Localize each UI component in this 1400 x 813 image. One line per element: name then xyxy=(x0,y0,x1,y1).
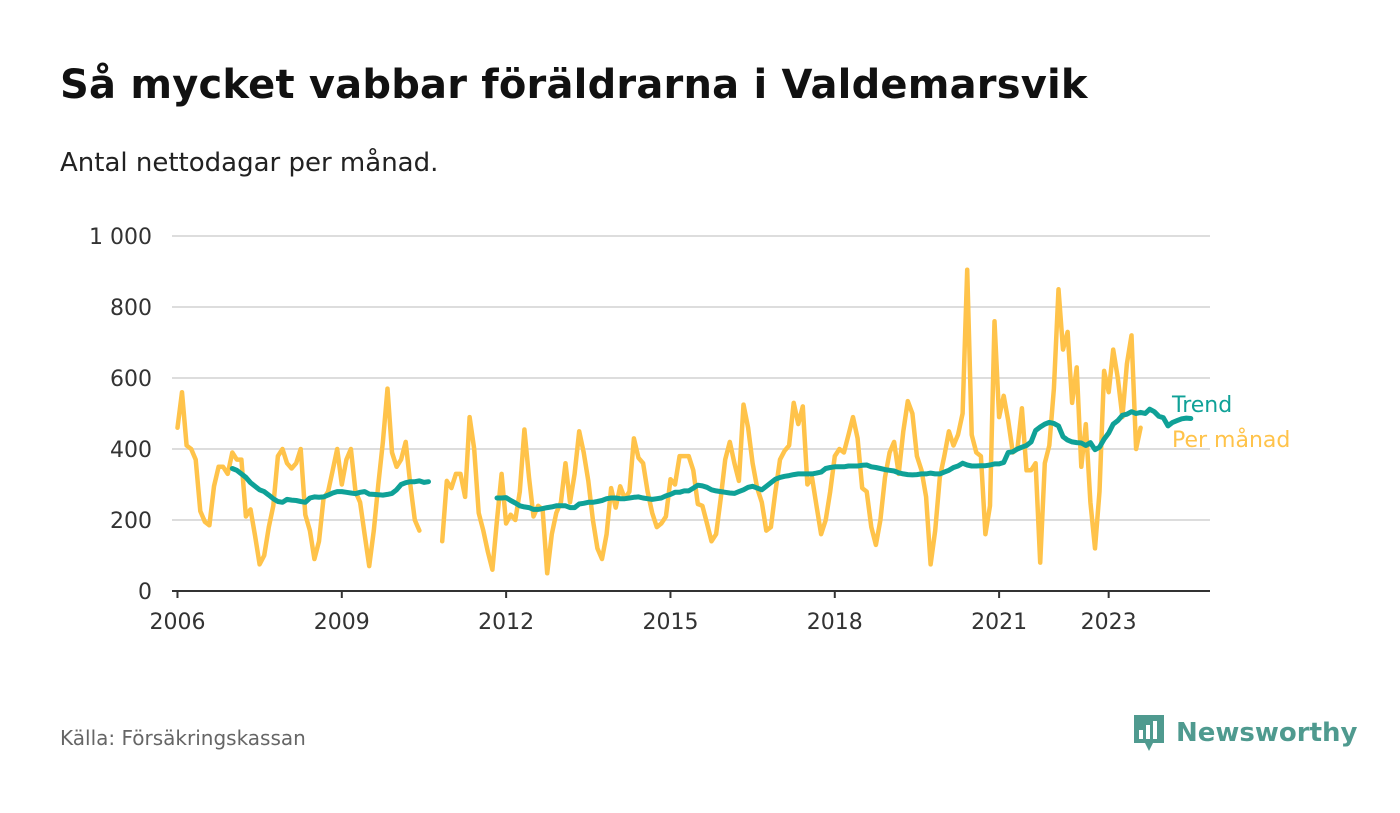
y-tick-label: 400 xyxy=(110,438,152,463)
y-tick-label: 1 000 xyxy=(89,225,152,250)
source-note: Källa: Försäkringskassan xyxy=(60,726,306,750)
x-tick-label: 2012 xyxy=(478,610,534,635)
x-tick-label: 2023 xyxy=(1081,610,1137,635)
newsworthy-logo-icon xyxy=(1134,715,1164,751)
x-tick-label: 2009 xyxy=(314,610,370,635)
series-label-trend: Trend xyxy=(1171,393,1232,418)
series-labels: Trend Per månad xyxy=(1171,393,1290,453)
series-lines xyxy=(175,267,1194,576)
y-tick-label: 600 xyxy=(110,367,152,392)
y-tick-label: 200 xyxy=(110,509,152,534)
series-line-per-manad xyxy=(175,267,1143,576)
grid-lines xyxy=(172,235,1210,521)
y-tick-label: 800 xyxy=(110,296,152,321)
x-tick-label: 2021 xyxy=(971,610,1027,635)
x-tick-label: 2006 xyxy=(149,610,205,635)
x-tick-label: 2015 xyxy=(642,610,698,635)
series-line-trend xyxy=(229,406,1194,512)
chart-subtitle: Antal nettodagar per månad. xyxy=(60,148,439,178)
brand-logo: Newsworthy xyxy=(1132,712,1357,754)
chart-title: Så mycket vabbar föräldrarna i Valdemars… xyxy=(60,62,1088,108)
brand-name: Newsworthy xyxy=(1176,718,1358,748)
x-tick-label: 2018 xyxy=(807,610,863,635)
y-tick-label: 0 xyxy=(138,580,152,605)
series-label-per-manad: Per månad xyxy=(1172,427,1290,453)
y-axis-ticks: 0 200 400 600 800 1 000 xyxy=(89,225,152,605)
x-axis: 2006 2009 2012 2015 2018 2021 2023 xyxy=(149,590,1210,635)
